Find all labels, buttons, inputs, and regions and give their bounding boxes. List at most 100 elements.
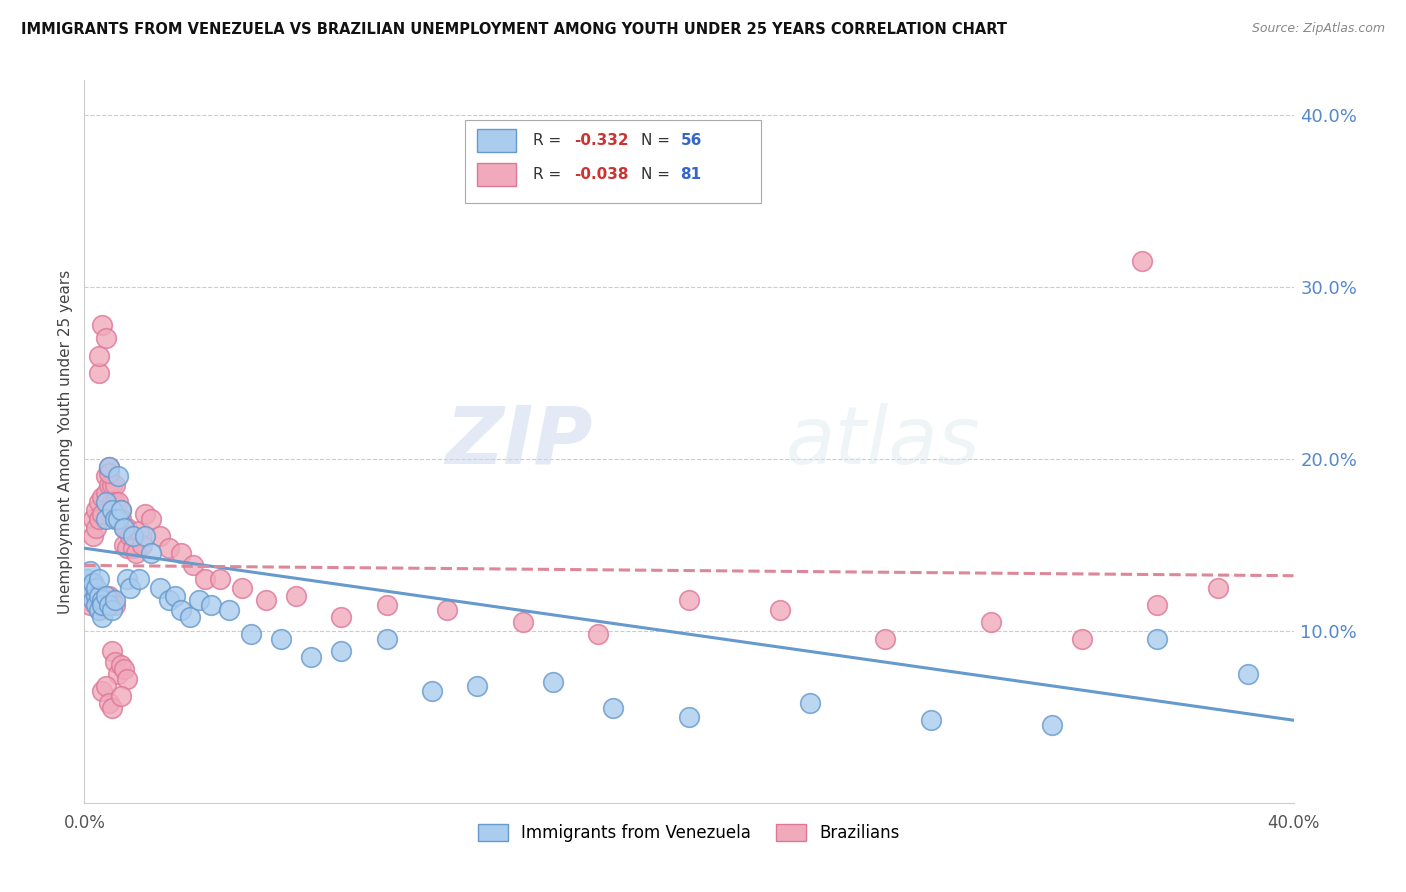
Point (91, 318, 114, 332)
Point (86, 520, 108, 534)
Point (112, 520, 135, 534)
Point (100, 603, 122, 617)
Point (89, 349, 111, 363)
Point (79, 564, 101, 578)
Point (94, 494, 117, 508)
Point (107, 469, 129, 483)
Point (89, 494, 111, 508)
Point (110, 658, 132, 673)
Point (104, 592, 127, 607)
Point (115, 572, 138, 586)
Point (110, 689, 132, 703)
Point (1130, 253, 1153, 268)
Point (91, 598, 114, 612)
Point (112, 662, 135, 676)
Point (118, 529, 141, 543)
Point (110, 503, 132, 517)
Point (97, 460, 120, 475)
FancyBboxPatch shape (478, 128, 516, 152)
Point (209, 572, 232, 586)
Point (91, 610, 114, 624)
Point (104, 655, 127, 669)
Point (1206, 581, 1229, 595)
Point (330, 644, 353, 658)
Point (82, 512, 104, 526)
Point (920, 713, 942, 727)
Point (110, 512, 132, 526)
Point (94, 331, 117, 345)
Text: Source: ZipAtlas.com: Source: ZipAtlas.com (1251, 22, 1385, 36)
Point (89, 603, 111, 617)
Point (112, 520, 135, 534)
Point (94, 592, 117, 607)
Point (188, 592, 211, 607)
Point (100, 644, 122, 658)
Point (79, 598, 101, 612)
Point (112, 538, 135, 552)
Point (91, 507, 114, 521)
FancyBboxPatch shape (478, 162, 516, 186)
Point (107, 512, 129, 526)
Point (134, 507, 156, 521)
Text: R =: R = (533, 167, 567, 182)
Point (79, 581, 101, 595)
Point (115, 520, 138, 534)
Point (157, 592, 180, 607)
Point (125, 546, 148, 560)
Point (89, 590, 111, 604)
Point (270, 632, 292, 647)
Point (79, 575, 101, 590)
Point (1146, 598, 1168, 612)
Point (76, 581, 98, 595)
Text: R =: R = (533, 133, 567, 148)
Point (1071, 632, 1094, 647)
Point (91, 684, 114, 698)
Point (82, 575, 104, 590)
Point (89, 366, 111, 380)
Point (104, 494, 127, 508)
Point (588, 627, 610, 641)
Point (107, 494, 129, 508)
Point (299, 649, 322, 664)
Point (115, 541, 138, 556)
Text: -0.038: -0.038 (574, 167, 628, 182)
Point (94, 679, 117, 693)
Point (76, 572, 98, 586)
Point (76, 592, 98, 607)
Point (86, 590, 108, 604)
Point (239, 627, 262, 641)
Point (89, 603, 111, 617)
Point (91, 592, 114, 607)
Point (139, 512, 162, 526)
Point (94, 469, 117, 483)
Point (82, 575, 104, 590)
Point (149, 529, 172, 543)
Point (375, 598, 398, 612)
Point (86, 581, 108, 595)
Point (94, 512, 117, 526)
Point (678, 592, 700, 607)
FancyBboxPatch shape (465, 120, 762, 203)
Point (89, 572, 111, 586)
Point (97, 590, 120, 604)
Point (254, 592, 277, 607)
Text: 56: 56 (681, 133, 702, 148)
Point (107, 512, 129, 526)
Point (94, 486, 117, 500)
Point (467, 679, 489, 693)
Point (231, 581, 253, 595)
Point (678, 710, 700, 724)
Point (131, 538, 153, 552)
Point (118, 581, 141, 595)
Point (94, 590, 117, 604)
Text: 81: 81 (681, 167, 702, 182)
Point (420, 684, 443, 698)
Text: N =: N = (641, 133, 675, 148)
Point (97, 466, 120, 480)
Point (110, 503, 132, 517)
Text: -0.332: -0.332 (574, 133, 628, 148)
Point (100, 701, 122, 715)
Point (104, 477, 127, 491)
Point (149, 581, 172, 595)
Point (107, 666, 129, 681)
